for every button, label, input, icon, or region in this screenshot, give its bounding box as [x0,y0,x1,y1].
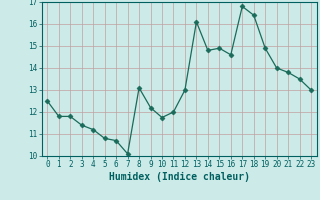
X-axis label: Humidex (Indice chaleur): Humidex (Indice chaleur) [109,172,250,182]
